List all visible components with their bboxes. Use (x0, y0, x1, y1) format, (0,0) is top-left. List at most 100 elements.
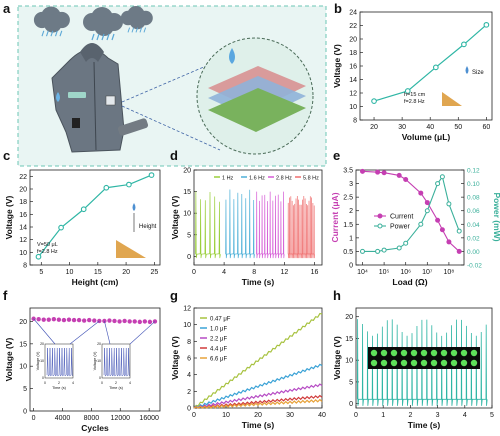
data-point (418, 190, 424, 196)
inset-pointer (129, 321, 156, 345)
water-drop-icon (229, 48, 235, 64)
led-dot (440, 349, 448, 357)
data-point (66, 317, 72, 322)
x-tick-label: 40 (426, 124, 434, 131)
y-tick-label: 3.5 (343, 168, 353, 175)
fabric-bottom-layer (208, 88, 306, 132)
size-label: Size (472, 70, 484, 76)
led-dot (380, 359, 388, 367)
panel-g-chart: 0 10 20 30 40 0 2 4 6 8 10 12 Time (s) Voltage (V) 0.4… (170, 306, 326, 431)
led-dot (400, 359, 408, 367)
led-dot (370, 349, 378, 357)
legend-label: 1 Hz (222, 176, 234, 182)
data-point (35, 253, 42, 260)
panel-b-chart: 20 30 40 50 60 8 10 12 14 16 18 20 22 24 Volume (μL) Vo… (332, 10, 493, 142)
series-line (193, 312, 323, 409)
data-point (403, 240, 409, 246)
legend-label: 6.6 μF (210, 357, 227, 363)
y-tick-label: 10 (183, 322, 191, 329)
data-point (122, 318, 127, 324)
y-tick-label: 1.5 (343, 222, 353, 229)
y-tick-label: 16 (349, 64, 357, 71)
jacket-patch (68, 92, 86, 98)
legend-marker (377, 213, 383, 219)
data-point (375, 169, 381, 175)
led-dot (380, 349, 388, 357)
y-axis-label: Voltage (V) (170, 336, 180, 380)
inset-y-tick-label: 10 (97, 359, 101, 363)
cloud-icon (33, 6, 70, 37)
x-tick-label: 10⁷ (422, 269, 433, 276)
y-tick-label: 2 (349, 208, 353, 215)
x-tick-label: 40 (318, 412, 326, 419)
y-tick-label: 5 (187, 232, 191, 239)
inset-y-tick-label: 0 (42, 376, 44, 380)
data-point (456, 228, 462, 234)
plot-frame (355, 307, 493, 409)
y-tick-label: 12 (349, 91, 357, 98)
data-point (446, 239, 452, 245)
plot-frame (359, 11, 493, 121)
inset-y-axis-label: Voltage (V) (93, 351, 97, 371)
data-point (403, 177, 409, 182)
x-tick-label: 20 (254, 412, 262, 419)
inset-plot: 0 2 4 0 10 20 Time (s) Voltage (V) (93, 342, 131, 390)
y2-tick-label: 0.06 (467, 208, 480, 215)
legend-label: 5.8 Hz (303, 176, 319, 182)
y2-axis-label: Power (mW) (492, 192, 500, 241)
x-axis-label: Time (s) (408, 420, 441, 430)
y-tick-label: 22 (349, 23, 357, 30)
legend-label: 1.6 Hz (249, 176, 265, 182)
y-tick-label: 24 (349, 10, 357, 17)
rain-drop (106, 33, 110, 41)
data-point (92, 318, 97, 323)
plot-frame (29, 169, 161, 266)
series-line (193, 363, 323, 409)
data-point (435, 181, 441, 187)
y2-tick-label: -0.02 (467, 263, 482, 270)
panel-f-chart: 0 4000 8000 12000 1600005101520CyclesVoltage… (4, 307, 161, 433)
data-point (46, 317, 51, 322)
y-tick-label: 22 (19, 174, 27, 181)
y-tick-label: 2 (187, 389, 191, 396)
data-point (371, 98, 377, 104)
x-tick-label: 50 (454, 124, 462, 131)
led-dot (450, 349, 458, 357)
y-tick-label: 20 (345, 314, 353, 321)
rain-drop (143, 27, 147, 33)
data-point (36, 316, 41, 322)
data-point (81, 318, 87, 323)
legend-label: 2.2 μF (210, 337, 227, 343)
inset-x-tick-label: 0 (101, 381, 103, 385)
y-tick-label: 15 (345, 336, 353, 343)
x-tick-label: 0 (354, 412, 358, 419)
data-point (148, 172, 155, 178)
panel-h-chart: 0 1 2 3 4 5 0 5 10 15 20 Time (s) Voltage (V) (332, 307, 494, 430)
param-label: h=15 cm (404, 92, 426, 98)
panel-letter-b: b (334, 1, 342, 16)
cloud-icon (83, 7, 123, 41)
y-tick-label: 0.5 (343, 249, 353, 256)
series-line (193, 383, 323, 409)
y-tick-label: 15 (183, 189, 191, 196)
led-dot (460, 359, 468, 367)
inset-x-axis-label: Time (s) (109, 386, 124, 390)
y2-tick-label: 0.10 (467, 181, 480, 188)
panel-letter-f: f (3, 288, 8, 303)
data-point (126, 181, 132, 188)
data-point (461, 41, 467, 48)
inset-pointer (33, 318, 56, 345)
data-point (102, 318, 107, 324)
data-point (87, 317, 92, 323)
y-tick-label: 6 (187, 356, 191, 363)
data-point (418, 221, 424, 227)
y-axis-label: Voltage (V) (4, 195, 14, 239)
y-tick-label: 20 (19, 187, 27, 194)
inset-x-tick-label: 4 (72, 381, 74, 385)
panel-letter-h: h (333, 288, 341, 303)
data-point (107, 318, 112, 323)
y2-tick-label: 0.12 (467, 168, 480, 175)
y-tick-label: 18 (19, 199, 27, 206)
x-tick-label: 10⁴ (357, 269, 368, 276)
flashlight-icon (117, 118, 149, 136)
